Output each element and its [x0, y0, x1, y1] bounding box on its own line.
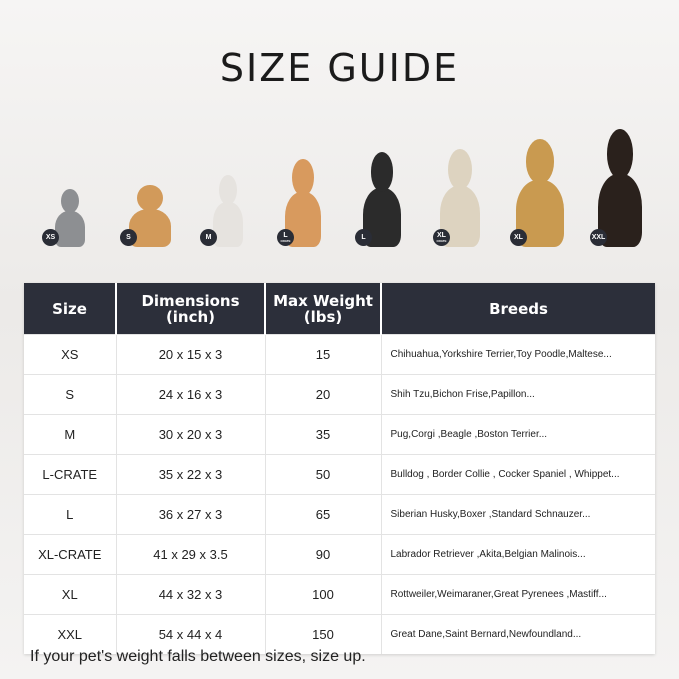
size-cell: XL-CRATE — [24, 534, 117, 575]
breeds-cell: Siberian Husky,Boxer ,Standard Schnauzer… — [381, 494, 655, 535]
weight-cell: 15 — [265, 334, 382, 375]
size-cell: XL — [24, 574, 117, 615]
pet-image — [129, 185, 171, 247]
table-row: L 36 x 27 x 3 65 Siberian Husky,Boxer ,Stan… — [24, 494, 655, 535]
dimensions-cell: 54 x 44 x 4 — [116, 614, 266, 654]
size-badge: L CRATE — [277, 229, 294, 246]
table-row: XL 44 x 32 x 3 100 Rottweiler,Weimaraner,Gr… — [24, 574, 655, 615]
size-badge: XL — [510, 229, 527, 246]
table-row: M 30 x 20 x 3 35 Pug,Corgi ,Beagle ,Boston … — [24, 414, 655, 455]
pet-image — [213, 175, 243, 247]
dimensions-cell: 44 x 32 x 3 — [116, 574, 266, 615]
size-badge: M — [200, 229, 217, 246]
size-badge: XXL — [590, 229, 607, 246]
pet-image — [55, 189, 85, 247]
breeds-cell: Chihuahua,Yorkshire Terrier,Toy Poodle,M… — [381, 334, 655, 375]
size-cell: XXL — [24, 614, 117, 654]
breeds-cell: Rottweiler,Weimaraner,Great Pyrenees ,Ma… — [381, 574, 655, 615]
pet-image — [598, 129, 642, 247]
dimensions-cell: 35 x 22 x 3 — [116, 454, 266, 495]
pet-image — [363, 152, 401, 247]
size-badge-label: M — [205, 234, 212, 241]
size-badge-label: XL — [437, 232, 446, 239]
weight-cell: 65 — [265, 494, 382, 535]
header-dimensions: Dimensions (inch) — [116, 283, 266, 335]
size-badge-sub: CRATE — [436, 239, 447, 243]
size-cell: M — [24, 414, 117, 455]
weight-cell: 50 — [265, 454, 382, 495]
table-row: XS 20 x 15 x 3 15 Chihuahua,Yorkshire Terri… — [24, 334, 655, 375]
size-badge-label: L — [361, 234, 366, 241]
size-cell: L — [24, 494, 117, 535]
table-row: XL-CRATE 41 x 29 x 3.5 90 Labrador Retrieve… — [24, 534, 655, 575]
pet-image — [285, 159, 321, 247]
weight-cell: 35 — [265, 414, 382, 455]
size-cell: L-CRATE — [24, 454, 117, 495]
size-badge: XS — [42, 229, 59, 246]
page-title: SIZE GUIDE — [219, 46, 460, 90]
table-row: XXL 54 x 44 x 4 150 Great Dane,Saint Bernar… — [24, 614, 655, 654]
breeds-cell: Bulldog , Border Collie , Cocker Spaniel… — [381, 454, 655, 495]
table-row: L-CRATE 35 x 22 x 3 50 Bulldog , Border Col… — [24, 454, 655, 495]
breeds-cell: Pug,Corgi ,Beagle ,Boston Terrier... — [381, 414, 655, 455]
dimensions-cell: 36 x 27 x 3 — [116, 494, 266, 535]
size-badge-label: XL — [514, 234, 523, 241]
pet-image — [516, 139, 564, 247]
size-badge: XL CRATE — [433, 229, 450, 246]
size-badge-sub: CRATE — [280, 239, 291, 243]
size-table: Size Dimensions (inch) Max Weight (lbs) … — [24, 283, 655, 654]
weight-cell: 150 — [265, 614, 382, 654]
dimensions-cell: 20 x 15 x 3 — [116, 334, 266, 375]
size-cell: XS — [24, 334, 117, 375]
dimensions-cell: 24 x 16 x 3 — [116, 374, 266, 415]
weight-cell: 20 — [265, 374, 382, 415]
header-size: Size — [24, 283, 117, 335]
breeds-cell: Great Dane,Saint Bernard,Newfoundland... — [381, 614, 655, 654]
weight-cell: 90 — [265, 534, 382, 575]
size-badge: S — [120, 229, 137, 246]
size-badge-label: XXL — [591, 234, 606, 241]
header-max-weight: Max Weight (lbs) — [265, 283, 382, 335]
size-badge-label: XS — [45, 234, 56, 241]
sizing-note: If your pet's weight falls between sizes… — [30, 648, 366, 665]
table-row: S 24 x 16 x 3 20 Shih Tzu,Bichon Frise,Papi… — [24, 374, 655, 415]
size-cell: S — [24, 374, 117, 415]
size-badge-label: S — [126, 234, 131, 241]
dimensions-cell: 30 x 20 x 3 — [116, 414, 266, 455]
size-badge: L — [355, 229, 372, 246]
dimensions-cell: 41 x 29 x 3.5 — [116, 534, 266, 575]
header-breeds: Breeds — [381, 283, 655, 335]
weight-cell: 100 — [265, 574, 382, 615]
size-badge-label: L — [283, 232, 288, 239]
breeds-cell: Shih Tzu,Bichon Frise,Papillon... — [381, 374, 655, 415]
breeds-cell: Labrador Retriever ,Akita,Belgian Malino… — [381, 534, 655, 575]
pet-image — [440, 149, 480, 247]
